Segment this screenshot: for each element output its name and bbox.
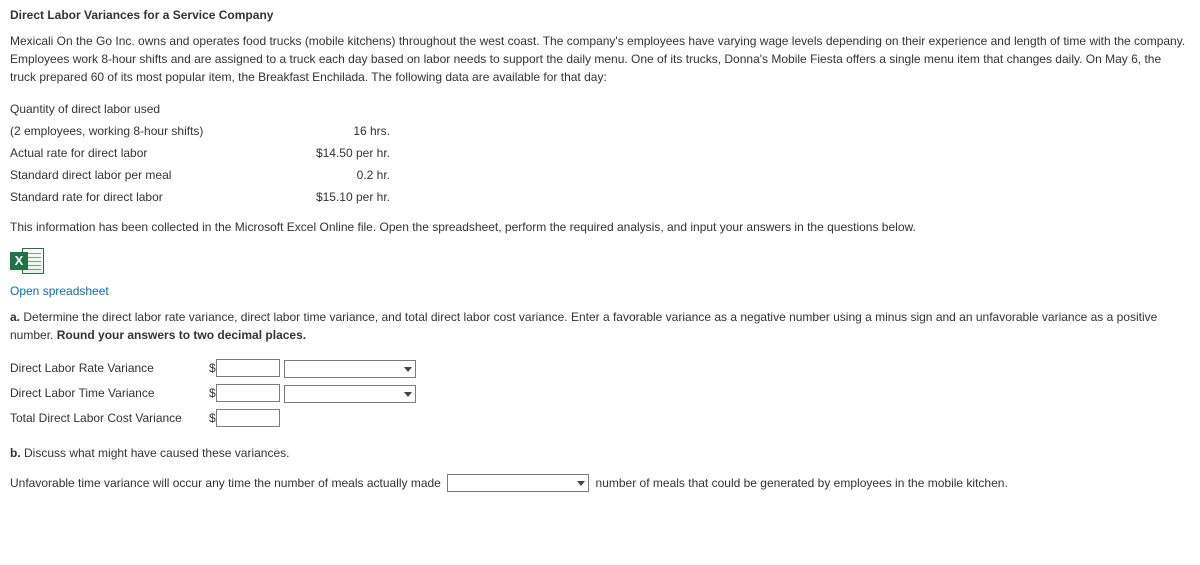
qty-label: Quantity of direct labor used [10, 98, 290, 120]
dollar-sign: $ [209, 386, 216, 400]
intro-paragraph: Mexicali On the Go Inc. owns and operate… [10, 32, 1190, 86]
time-variance-input[interactable] [216, 384, 280, 402]
rate-variance-select[interactable] [284, 360, 416, 378]
question-b: b. Discuss what might have caused these … [10, 444, 1190, 462]
sentence-b-part2: number of meals that could be generated … [592, 476, 1008, 490]
rate-variance-input[interactable] [216, 359, 280, 377]
excel-icon[interactable]: X [10, 248, 44, 274]
answer-table: Direct Labor Rate Variance $ Direct Labo… [10, 356, 420, 430]
sentence-b-select[interactable] [447, 474, 589, 492]
qty-sublabel: (2 employees, working 8-hour shifts) [10, 120, 290, 142]
std-per-meal-value: 0.2 hr. [290, 164, 394, 186]
sentence-b: Unfavorable time variance will occur any… [10, 474, 1190, 493]
dollar-sign: $ [209, 361, 216, 375]
open-spreadsheet-link[interactable]: Open spreadsheet [10, 282, 109, 300]
actual-rate-label: Actual rate for direct labor [10, 142, 290, 164]
dollar-sign: $ [209, 411, 216, 425]
question-a-bold: Round your answers to two decimal places… [57, 328, 306, 342]
question-b-prefix: b. [10, 446, 21, 460]
question-a: a. Determine the direct labor rate varia… [10, 308, 1190, 344]
total-variance-input[interactable] [216, 409, 280, 427]
rate-variance-label: Direct Labor Rate Variance [10, 356, 209, 381]
actual-rate-value: $14.50 per hr. [290, 142, 394, 164]
time-variance-label: Direct Labor Time Variance [10, 381, 209, 406]
sentence-b-part1: Unfavorable time variance will occur any… [10, 476, 444, 490]
std-rate-value: $15.10 per hr. [290, 186, 394, 208]
question-a-prefix: a. [10, 310, 20, 324]
time-variance-select[interactable] [284, 385, 416, 403]
question-b-text: Discuss what might have caused these var… [21, 446, 290, 460]
excel-note: This information has been collected in t… [10, 218, 1190, 236]
page-title: Direct Labor Variances for a Service Com… [10, 6, 1190, 24]
std-per-meal-label: Standard direct labor per meal [10, 164, 290, 186]
std-rate-label: Standard rate for direct labor [10, 186, 290, 208]
qty-value: 16 hrs. [290, 120, 394, 142]
data-table: Quantity of direct labor used (2 employe… [10, 98, 394, 208]
total-variance-label: Total Direct Labor Cost Variance [10, 406, 209, 430]
